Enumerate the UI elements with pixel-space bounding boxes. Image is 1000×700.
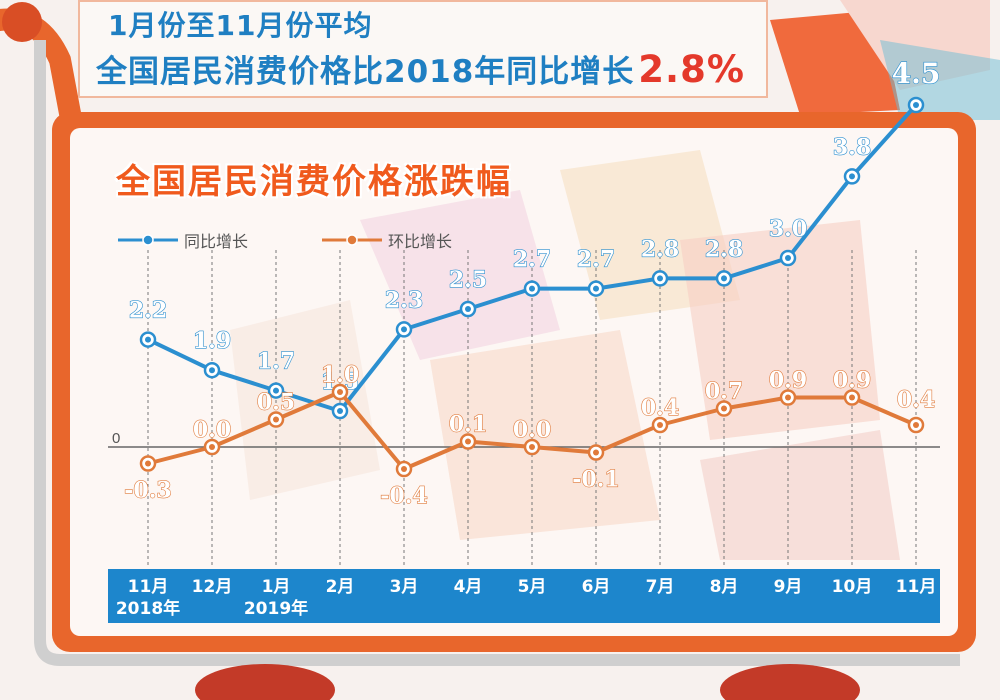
data-label-s0-4: 2.3: [385, 287, 423, 313]
legend-mom-marker-icon: [322, 234, 382, 246]
data-label-s0-5: 2.5: [449, 267, 487, 293]
data-point-core-s1-1: [209, 444, 215, 450]
banner-line2-text: 全国居民消费价格比2018年同比增长: [96, 54, 635, 90]
legend-yoy-label: 同比增长: [184, 232, 249, 251]
data-label-s1-5: 0.1: [449, 412, 487, 438]
data-point-core-s1-7: [593, 449, 599, 456]
chart-title: 全国居民消费价格涨跌幅: [116, 162, 512, 202]
data-point-core-s0-11: [849, 173, 855, 180]
data-point-core-s1-4: [401, 466, 407, 472]
x-tick-label-10: 9月: [774, 577, 803, 597]
x-tick-label-11: 10月: [832, 577, 873, 597]
data-point-core-s0-6: [529, 285, 535, 292]
data-label-s1-6: 0.0: [513, 417, 551, 443]
banner-highlight-value: 2.8%: [638, 48, 745, 91]
banner-line2: 全国居民消费价格比2018年同比增长 2.8%: [96, 46, 745, 91]
data-label-s0-7: 2.7: [577, 247, 615, 273]
summary-banner: [78, 0, 768, 98]
data-point-core-s0-3: [337, 408, 343, 414]
data-point-core-s0-12: [913, 102, 919, 108]
data-label-s0-9: 2.8: [705, 236, 743, 262]
x-tick-label-0: 11月: [128, 577, 169, 597]
data-point-core-s1-0: [145, 460, 151, 467]
x-tick-label-4: 3月: [390, 577, 419, 597]
data-label-s1-8: 0.4: [641, 395, 679, 421]
data-label-s1-9: 0.7: [705, 379, 743, 405]
data-point-core-s0-0: [145, 336, 151, 343]
x-tick-label-9: 8月: [710, 577, 739, 597]
data-point-core-s1-11: [849, 394, 855, 401]
legend-mom-label: 环比增长: [388, 232, 453, 251]
data-point-core-s1-5: [465, 438, 471, 445]
data-point-core-s1-9: [721, 405, 727, 412]
data-label-s0-12: 4.5: [892, 57, 941, 90]
x-tick-sublabel-0: 2018年: [116, 598, 180, 619]
x-tick-label-7: 6月: [582, 577, 611, 597]
data-point-core-s1-3: [337, 389, 343, 395]
data-label-s0-2: 1.7: [257, 349, 295, 375]
data-label-s0-0: 2.2: [129, 298, 167, 324]
data-point-core-s0-4: [401, 326, 407, 333]
data-label-s1-4: -0.4: [380, 483, 427, 509]
data-point-core-s0-10: [785, 255, 791, 261]
data-label-s0-6: 2.7: [513, 247, 551, 273]
data-label-s0-10: 3.0: [769, 216, 807, 242]
data-point-core-s1-10: [785, 394, 791, 401]
x-tick-label-5: 4月: [454, 577, 483, 597]
data-point-core-s1-2: [273, 416, 279, 423]
data-label-s0-1: 1.9: [193, 328, 231, 354]
data-label-s1-1: 0.0: [193, 417, 231, 443]
x-tick-label-1: 12月: [192, 577, 233, 597]
legend-mom: 环比增长: [322, 228, 452, 252]
data-label-s1-10: 0.9: [769, 368, 807, 394]
data-point-core-s0-7: [593, 285, 599, 292]
data-point-core-s0-9: [721, 275, 727, 282]
data-label-s1-11: 0.9: [833, 368, 871, 394]
x-tick-label-6: 5月: [518, 577, 547, 597]
data-label-s1-0: -0.3: [124, 478, 171, 504]
banner-line1: 1月份至11月份平均: [108, 9, 373, 42]
data-label-s1-7: -0.1: [572, 467, 619, 493]
x-tick-label-8: 7月: [646, 577, 675, 597]
data-point-core-s1-8: [657, 422, 663, 428]
data-point-core-s1-6: [529, 444, 535, 450]
data-label-s1-3: 1.0: [321, 362, 359, 388]
zero-axis-label: 0: [112, 430, 120, 447]
legend-yoy: 同比增长: [118, 228, 248, 252]
legend-yoy-marker-icon: [118, 234, 178, 246]
x-tick-label-12: 11月: [896, 577, 937, 597]
data-point-core-s1-12: [913, 422, 919, 428]
month-axis-bar: [108, 569, 940, 623]
data-label-s1-2: 0.5: [257, 390, 295, 416]
data-point-core-s0-1: [209, 367, 215, 374]
data-point-core-s0-2: [273, 387, 279, 394]
x-tick-label-2: 1月: [262, 577, 291, 597]
data-label-s0-11: 3.8: [833, 134, 871, 160]
data-label-s0-8: 2.8: [641, 236, 679, 262]
data-point-core-s0-8: [657, 275, 663, 282]
data-label-s1-12: 0.4: [897, 387, 935, 413]
x-tick-sublabel-2: 2019年: [244, 598, 308, 619]
data-point-core-s0-5: [465, 306, 471, 312]
x-tick-label-3: 2月: [326, 577, 355, 597]
